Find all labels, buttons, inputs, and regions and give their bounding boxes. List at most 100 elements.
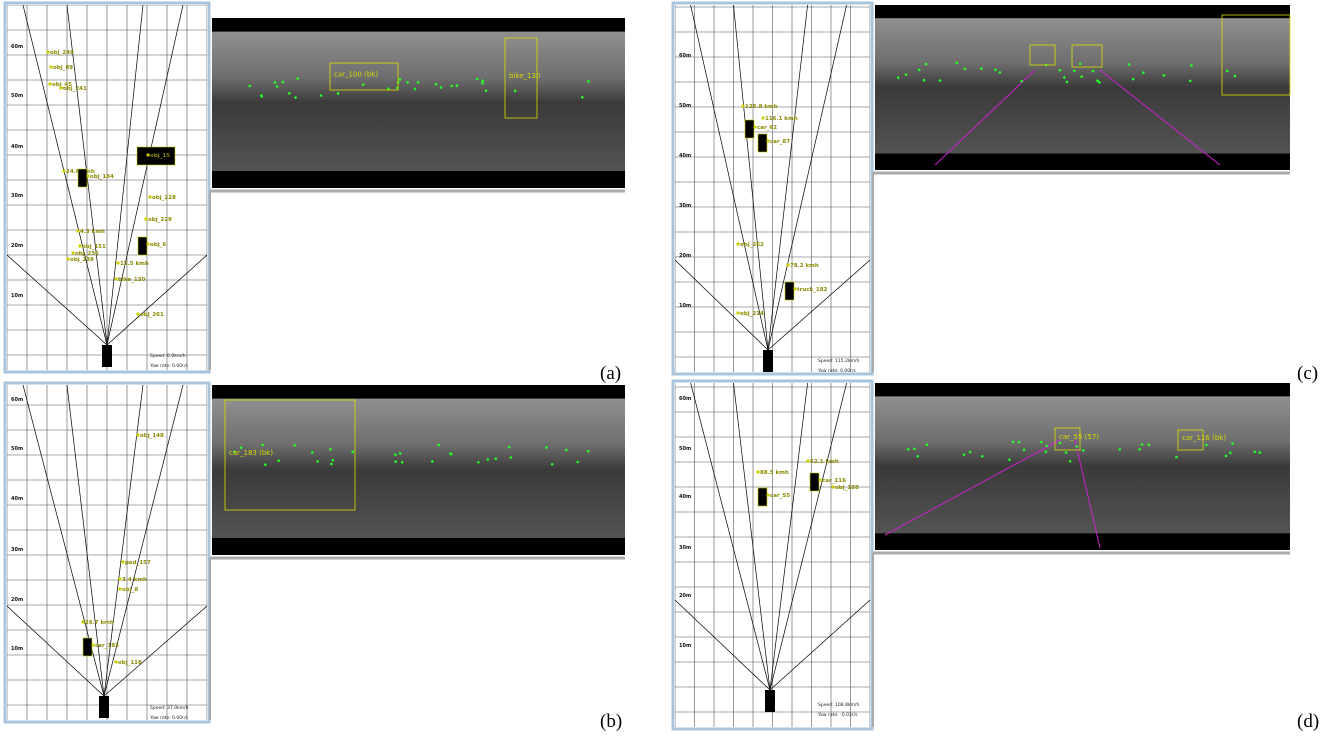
distance-label: 60m	[679, 396, 691, 402]
point	[1044, 450, 1048, 453]
point	[1233, 74, 1237, 78]
camera-image	[212, 18, 625, 188]
object-dot	[118, 587, 122, 591]
point	[1205, 443, 1208, 447]
point	[968, 450, 972, 454]
fov-line	[767, 5, 847, 351]
point	[361, 83, 365, 86]
distance-label: 60m	[679, 53, 691, 59]
fov-line	[767, 259, 870, 351]
fov-line	[690, 383, 771, 691]
object-dot	[786, 263, 790, 267]
object-dot	[766, 493, 770, 497]
point	[565, 448, 568, 452]
object-box	[744, 119, 755, 139]
point	[1058, 68, 1062, 72]
object-label: obj_184	[90, 174, 114, 180]
point	[916, 455, 920, 458]
image-bar	[212, 18, 625, 32]
panel: 60m 50m 40m 30m 20m 10m Speed: 108.8km/h Yaw ra…	[671, 379, 1319, 732]
lane-line	[1099, 69, 1221, 166]
object-dot	[76, 229, 80, 233]
point	[1141, 71, 1145, 74]
object-box	[136, 146, 176, 166]
lane-line	[1074, 439, 1101, 549]
point	[1162, 74, 1166, 77]
image-label: car_55 (57)	[1059, 433, 1099, 441]
point	[1118, 448, 1122, 451]
point	[1253, 450, 1257, 454]
object-dot	[144, 217, 148, 221]
fov-line	[106, 5, 184, 346]
point	[925, 443, 929, 447]
fov-line	[733, 5, 769, 351]
point	[1068, 459, 1072, 463]
point	[1008, 458, 1011, 461]
image-bar	[212, 385, 625, 399]
point	[1058, 441, 1062, 445]
point	[275, 85, 279, 88]
image-bar	[875, 153, 1290, 170]
object-label: 15.5 kmh	[120, 261, 149, 267]
point	[287, 91, 291, 95]
object-label: obj_45	[52, 82, 72, 88]
image-bar	[875, 533, 1290, 550]
point	[1224, 454, 1228, 458]
object-label: car_87	[770, 139, 790, 145]
point	[913, 447, 916, 451]
fov-line	[769, 383, 808, 691]
object-label: obj_248	[50, 50, 74, 56]
object-label: truck_182	[797, 287, 828, 293]
object-label: obj_15	[150, 153, 170, 159]
point	[387, 87, 390, 91]
point	[1064, 451, 1068, 454]
point	[239, 446, 243, 449]
distance-label: 40m	[679, 494, 691, 500]
distance-label: 20m	[679, 593, 691, 599]
object-box	[137, 236, 148, 256]
object-dot	[46, 50, 50, 54]
point	[550, 462, 554, 466]
point	[310, 451, 314, 454]
fov-line	[769, 383, 847, 691]
point	[449, 452, 453, 456]
object-label: obj_241	[63, 86, 87, 92]
point	[1072, 69, 1076, 73]
panel-label: (c)	[1297, 363, 1318, 384]
point	[576, 460, 580, 464]
object-label: 52.1 kmh	[810, 459, 839, 465]
point	[998, 71, 1002, 74]
point	[351, 450, 355, 454]
object-label: obj_89	[53, 65, 73, 71]
point	[917, 68, 921, 72]
panel: 60m 50m 40m 30m 20m 10m Speed: 0.0km/h Yaw rate…	[3, 1, 625, 384]
distance-label: 30m	[679, 545, 691, 551]
distance-label: 40m	[11, 144, 23, 150]
object-label: car_183	[95, 643, 119, 649]
point	[293, 443, 297, 447]
point	[1138, 447, 1141, 451]
object-label: obj_261	[140, 312, 164, 318]
point	[1078, 62, 1082, 66]
camera-image	[875, 5, 1290, 170]
object-label: obj_228	[152, 195, 176, 201]
distance-label: 60m	[11, 44, 23, 50]
point	[904, 73, 908, 76]
point	[1022, 448, 1026, 452]
point	[398, 78, 402, 81]
point	[545, 446, 548, 449]
distance-label: 50m	[679, 103, 691, 109]
object-label: obj_229	[148, 217, 172, 223]
image-box	[1071, 44, 1103, 68]
object-dot	[753, 125, 757, 129]
object-dot	[49, 65, 53, 69]
point	[1258, 451, 1262, 454]
object-dot	[62, 169, 66, 173]
object-label: 88.5 kmh	[760, 470, 789, 476]
speed: Speed: 108.8km/h	[818, 702, 859, 708]
object-label: 26.7 kmh	[85, 620, 114, 626]
point	[398, 452, 402, 455]
point	[475, 77, 479, 81]
panel-label: (d)	[1297, 711, 1319, 732]
distance-label: 30m	[11, 193, 23, 199]
